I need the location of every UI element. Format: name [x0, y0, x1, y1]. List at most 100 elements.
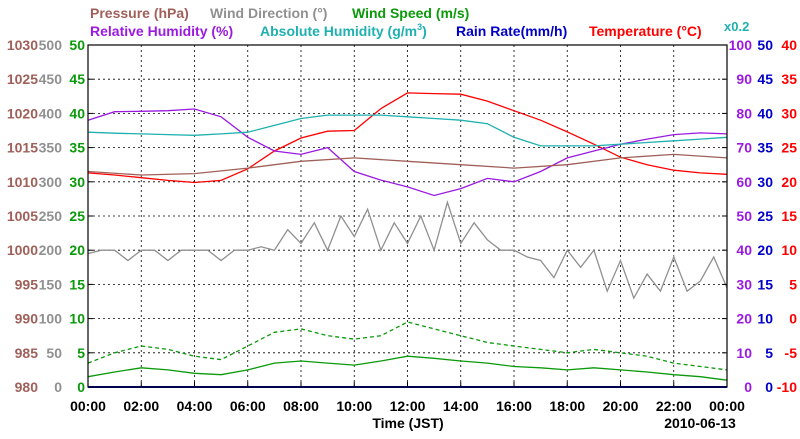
- abs-humidity-scale-note: x0.2: [724, 19, 749, 34]
- x-tick-label: 12:00: [390, 398, 426, 414]
- x-tick-label: 04:00: [177, 398, 213, 414]
- y-tick-left-wind_dir: 400: [39, 105, 63, 121]
- x-tick-label: 18:00: [549, 398, 585, 414]
- y-tick-right-rain: 10: [757, 311, 773, 327]
- legend-wind-speed: Wind Speed (m/s): [352, 5, 469, 21]
- legend: Pressure (hPa) Wind Direction (°) Wind S…: [90, 5, 749, 39]
- y-tick-right-rel_hum: 20: [736, 311, 752, 327]
- x-tick-label: 00:00: [70, 398, 106, 414]
- y-tick-right-temp: 40: [781, 37, 797, 53]
- y-tick-left-wind_dir: 0: [54, 379, 62, 395]
- x-tick-label: 14:00: [443, 398, 479, 414]
- y-tick-left-wind_speed: 20: [69, 242, 85, 258]
- series-group: [87, 92, 728, 388]
- y-tick-left-wind_speed: 30: [69, 174, 85, 190]
- y-tick-right-temp: 20: [781, 174, 797, 190]
- y-tick-left-pressure: 1030: [7, 37, 38, 53]
- series-line-pressure: [87, 153, 728, 176]
- y-tick-left-pressure: 1000: [7, 242, 38, 258]
- y-tick-left-wind_speed: 5: [77, 345, 85, 361]
- y-tick-right-rel_hum: 90: [736, 71, 752, 87]
- y-tick-right-rain: 15: [757, 276, 773, 292]
- series-line-temp: [87, 92, 728, 184]
- legend-absolute-humidity-label: Absolute Humidity (g/m: [260, 23, 417, 39]
- legend-absolute-humidity: Absolute Humidity (g/m3): [260, 22, 427, 39]
- y-tick-left-pressure: 990: [15, 311, 39, 327]
- y-tick-right-temp: 35: [781, 71, 797, 87]
- x-tick-label: 20:00: [603, 398, 639, 414]
- y-tick-right-temp: 15: [781, 208, 797, 224]
- y-tick-left-pressure: 995: [15, 276, 39, 292]
- legend-rain-rate: Rain Rate(mm/h): [456, 23, 567, 39]
- y-tick-right-temp: -10: [777, 379, 797, 395]
- y-tick-right-rain: 30: [757, 174, 773, 190]
- y-tick-right-rain: 5: [765, 345, 773, 361]
- y-tick-right-temp: 0: [789, 311, 797, 327]
- y-tick-right-rel_hum: 70: [736, 140, 752, 156]
- y-tick-left-wind_dir: 200: [39, 242, 63, 258]
- y-tick-left-pressure: 1020: [7, 105, 38, 121]
- y-tick-right-rel_hum: 60: [736, 174, 752, 190]
- y-tick-left-wind_speed: 0: [77, 379, 85, 395]
- y-tick-right-rel_hum: 0: [744, 379, 752, 395]
- y-tick-right-rel_hum: 40: [736, 242, 752, 258]
- y-tick-left-wind_dir: 450: [39, 71, 63, 87]
- y-tick-right-rel_hum: 30: [736, 276, 752, 292]
- y-tick-right-rain: 45: [757, 71, 773, 87]
- x-tick-label: 10:00: [336, 398, 372, 414]
- axes: 1030102510201015101010051000995990985980…: [7, 37, 797, 414]
- x-tick-label: 08:00: [283, 398, 319, 414]
- y-tick-left-wind_speed: 45: [69, 71, 85, 87]
- y-tick-right-rain: 50: [757, 37, 773, 53]
- x-tick-label: 16:00: [496, 398, 532, 414]
- y-tick-right-rain: 40: [757, 105, 773, 121]
- y-tick-left-wind_dir: 150: [39, 276, 63, 292]
- x-tick-label: 02:00: [123, 398, 159, 414]
- legend-pressure: Pressure (hPa): [90, 5, 189, 21]
- series-line-wind_speed: [87, 355, 728, 381]
- y-tick-left-wind_speed: 25: [69, 208, 85, 224]
- y-tick-right-temp: 25: [781, 140, 797, 156]
- legend-temperature-label: Temperature (: [589, 23, 682, 39]
- y-tick-left-pressure: 1015: [7, 140, 38, 156]
- legend-wind-direction: Wind Direction (°): [210, 5, 327, 21]
- y-tick-left-pressure: 1025: [7, 71, 38, 87]
- y-tick-right-temp: 30: [781, 105, 797, 121]
- y-tick-left-wind_speed: 50: [69, 37, 85, 53]
- x-tick-label: 22:00: [656, 398, 692, 414]
- y-tick-left-pressure: 985: [15, 345, 39, 361]
- legend-temperature-unit: °C): [681, 23, 701, 39]
- chart-date: 2010-06-13: [664, 415, 736, 431]
- x-tick-label: 00:00: [709, 398, 745, 414]
- y-tick-left-wind_speed: 10: [69, 311, 85, 327]
- legend-relative-humidity: Relative Humidity (%): [90, 23, 233, 39]
- x-axis-title: Time (JST): [372, 415, 443, 431]
- series-line-wind_dir: [87, 200, 728, 300]
- y-tick-right-rel_hum: 80: [736, 105, 752, 121]
- y-tick-left-pressure: 1010: [7, 174, 38, 190]
- y-tick-right-temp: 10: [781, 242, 797, 258]
- y-tick-right-rain: 0: [765, 379, 773, 395]
- y-tick-left-wind_dir: 250: [39, 208, 63, 224]
- y-tick-right-rain: 25: [757, 208, 773, 224]
- y-tick-left-wind_dir: 500: [39, 37, 63, 53]
- y-tick-right-rain: 35: [757, 140, 773, 156]
- y-tick-left-wind_speed: 35: [69, 140, 85, 156]
- y-tick-left-wind_speed: 15: [69, 276, 85, 292]
- grid: [88, 45, 727, 387]
- y-tick-left-wind_dir: 100: [39, 311, 63, 327]
- y-tick-left-wind_dir: 350: [39, 140, 63, 156]
- y-tick-left-wind_speed: 40: [69, 105, 85, 121]
- y-tick-right-temp: -5: [785, 345, 798, 361]
- x-tick-label: 06:00: [230, 398, 266, 414]
- series-line-abs_hum: [87, 114, 728, 147]
- legend-temperature: Temperature (°C): [589, 23, 702, 39]
- y-tick-left-wind_dir: 300: [39, 174, 63, 190]
- y-tick-right-rel_hum: 50: [736, 208, 752, 224]
- y-tick-right-temp: 5: [789, 276, 797, 292]
- y-tick-left-pressure: 980: [15, 379, 39, 395]
- y-tick-left-pressure: 1005: [7, 208, 38, 224]
- y-tick-right-rel_hum: 100: [729, 37, 753, 53]
